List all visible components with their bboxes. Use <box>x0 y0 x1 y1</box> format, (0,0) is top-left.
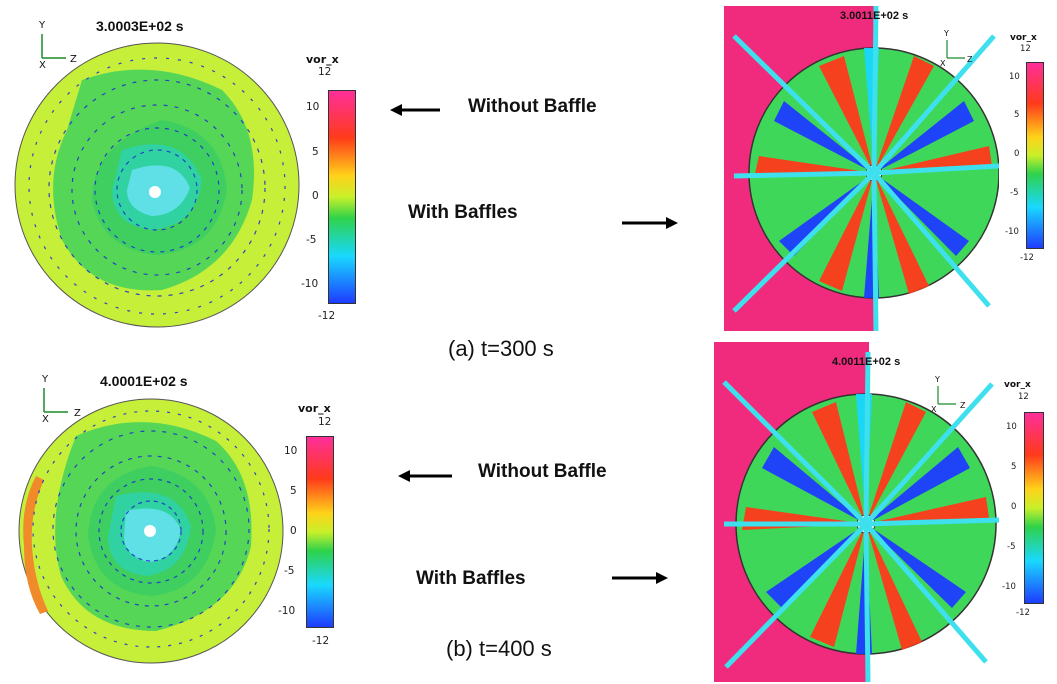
panel-b-without-baffle: 4.0001E+02 s Y X Z vor_x 12 10 5 0 -5 -1… <box>0 360 370 684</box>
colorbar-tick: 0 <box>1011 502 1016 512</box>
svg-text:X: X <box>940 59 946 68</box>
arrow-left-icon <box>398 469 454 488</box>
colorbar-tick: 5 <box>1011 462 1016 472</box>
caption-a: (a) t=300 s <box>448 336 554 362</box>
colorbar-title: vor_x <box>306 53 339 66</box>
time-stamp: 3.0011E+02 s <box>840 10 908 22</box>
svg-text:X: X <box>931 405 937 414</box>
colorbar-tick: 0 <box>290 525 297 537</box>
colorbar-tick: 5 <box>1014 110 1019 120</box>
colorbar-tick: 0 <box>312 190 319 202</box>
caption-b: (b) t=400 s <box>446 636 552 662</box>
colorbar-max: 12 <box>1018 392 1029 402</box>
colorbar <box>1026 62 1044 249</box>
arrow-right-icon <box>612 571 668 590</box>
colorbar-tick: 0 <box>1014 149 1019 159</box>
panel-b-with-baffles: 4.0011E+02 s Y X Z vor_x 12 10 5 0 -5 -1… <box>714 342 1057 682</box>
panel-a-with-baffles: 3.0011E+02 s Y X Z vor_x 12 10 5 0 -5 -1… <box>724 6 1057 331</box>
colorbar-tick: 10 <box>1009 72 1020 82</box>
colorbar-tick: -5 <box>1007 542 1015 552</box>
colorbar-title: vor_x <box>1010 33 1037 43</box>
colorbar <box>328 90 356 304</box>
colorbar-title: vor_x <box>298 402 331 415</box>
without-baffle-label: Without Baffle <box>468 96 597 118</box>
colorbar-min: -12 <box>312 635 329 647</box>
time-stamp: 4.0001E+02 s <box>100 373 188 389</box>
axes-triad-icon: Y X Z <box>937 24 981 68</box>
svg-text:Y: Y <box>943 29 949 38</box>
vorticity-contour-disk <box>16 396 286 666</box>
colorbar-tick: 10 <box>306 101 319 113</box>
colorbar-min: -12 <box>1016 608 1030 618</box>
svg-text:Z: Z <box>967 55 973 64</box>
panel-a-without-baffle: 3.0003E+02 s Y X Z vor_x 12 10 5 0 -5 -1… <box>0 0 370 335</box>
colorbar-tick: 5 <box>290 485 297 497</box>
colorbar-max: 12 <box>318 416 331 428</box>
colorbar-tick: 10 <box>1006 422 1017 432</box>
colorbar-min: -12 <box>318 310 335 322</box>
colorbar-tick: -5 <box>284 565 294 577</box>
time-stamp: 4.0011E+02 s <box>832 356 900 368</box>
arrow-right-icon <box>622 216 678 235</box>
svg-text:Z: Z <box>960 401 966 410</box>
svg-text:Y: Y <box>38 20 46 31</box>
svg-text:Y: Y <box>41 374 49 385</box>
colorbar-tick: 5 <box>312 146 319 158</box>
vorticity-contour-disk <box>12 40 302 330</box>
colorbar-min: -12 <box>1020 253 1034 263</box>
colorbar-tick: -5 <box>1010 188 1018 198</box>
colorbar-tick: -10 <box>278 605 295 617</box>
colorbar-tick: 10 <box>284 445 297 457</box>
colorbar <box>1024 412 1044 604</box>
colorbar-tick: -10 <box>1002 582 1016 592</box>
colorbar-max: 12 <box>1020 44 1031 54</box>
colorbar-title: vor_x <box>1004 380 1031 390</box>
with-baffles-label: With Baffles <box>416 568 526 590</box>
svg-text:Y: Y <box>934 375 940 384</box>
axes-triad-icon: Y X Z <box>928 370 974 414</box>
time-stamp: 3.0003E+02 s <box>96 18 184 34</box>
colorbar <box>306 436 334 628</box>
with-baffles-label: With Baffles <box>408 202 518 224</box>
arrow-left-icon <box>390 103 442 122</box>
colorbar-max: 12 <box>318 66 331 78</box>
colorbar-tick: -5 <box>306 234 316 246</box>
colorbar-tick: -10 <box>301 278 318 290</box>
without-baffle-label: Without Baffle <box>478 461 607 483</box>
colorbar-tick: -10 <box>1005 227 1019 237</box>
